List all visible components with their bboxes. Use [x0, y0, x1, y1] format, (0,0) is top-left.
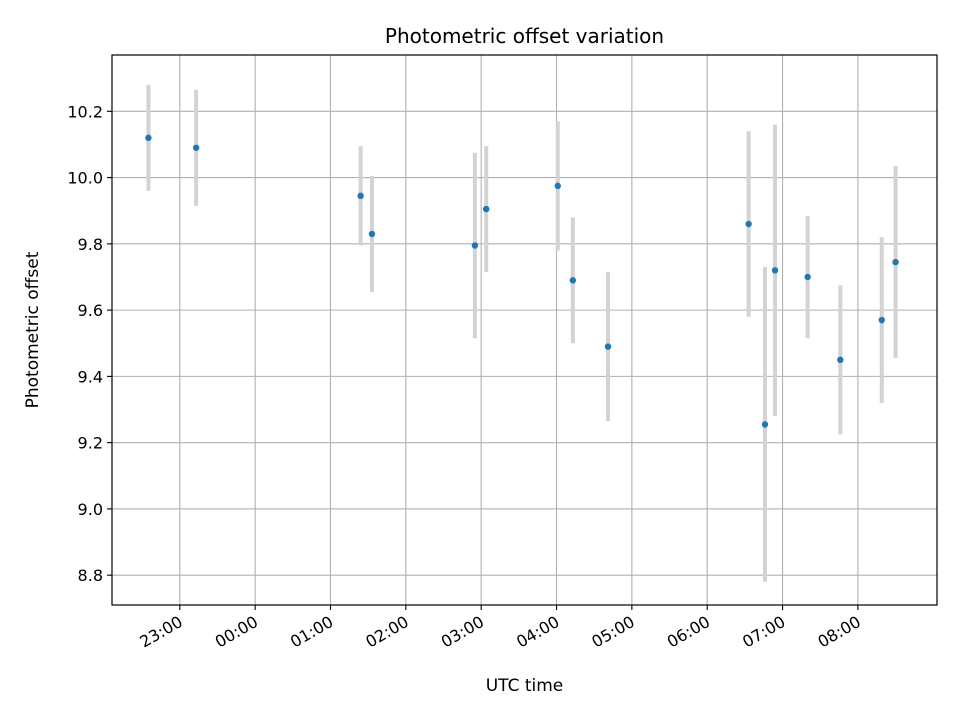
data-point	[878, 316, 885, 324]
data-point	[837, 356, 844, 364]
y-tick-label: 9.6	[78, 301, 103, 320]
data-point	[368, 230, 376, 238]
y-axis-label: Photometric offset	[23, 251, 43, 408]
y-tick-label: 10.2	[67, 102, 103, 121]
data-point	[892, 258, 899, 266]
data-point	[192, 144, 200, 151]
data-point	[761, 421, 769, 428]
y-tick-label: 10.0	[67, 169, 103, 188]
plot-frame	[111, 54, 938, 606]
y-tick-label: 8.8	[78, 566, 103, 585]
data-points	[145, 134, 899, 428]
y-tick-label: 9.8	[78, 235, 103, 254]
data-point	[483, 205, 490, 213]
data-point	[569, 277, 577, 284]
data-point	[357, 192, 364, 200]
data-point	[604, 343, 612, 350]
data-point	[745, 220, 752, 228]
y-tick-label: 9.0	[78, 500, 103, 519]
y-axis-ticks: 8.8 9.0 9.2 9.4 9.6 9.8 10.0 10.2	[67, 102, 112, 585]
y-tick-label: 9.4	[78, 367, 103, 386]
data-point	[471, 242, 479, 249]
data-point	[554, 182, 561, 190]
y-tick-label: 9.2	[78, 434, 103, 453]
data-point	[804, 273, 811, 281]
data-point	[145, 134, 152, 142]
chart-title: Photometric offset variation	[385, 24, 664, 48]
data-point	[771, 267, 779, 274]
x-axis-label: UTC time	[486, 676, 564, 696]
